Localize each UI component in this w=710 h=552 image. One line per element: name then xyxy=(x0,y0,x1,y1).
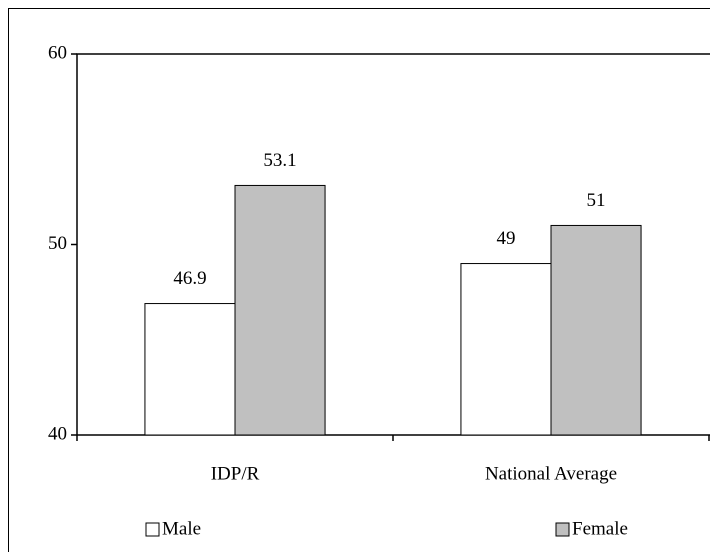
value-label: 49 xyxy=(496,228,515,249)
x-tick-label: National Average xyxy=(485,463,617,484)
bar xyxy=(234,184,326,436)
y-tick-label: 60 xyxy=(48,42,67,63)
bar xyxy=(144,303,236,436)
bar xyxy=(550,224,642,436)
value-label: 51 xyxy=(587,190,606,211)
legend-label: Male xyxy=(162,518,201,539)
y-tick-label: 50 xyxy=(48,233,67,254)
bar xyxy=(460,263,552,436)
legend-label: Female xyxy=(572,518,628,539)
value-label: 53.1 xyxy=(263,150,296,171)
value-label: 46.9 xyxy=(173,268,206,289)
y-tick-label: 40 xyxy=(48,423,67,444)
x-tick-label: IDP/R xyxy=(211,463,260,484)
legend-swatch xyxy=(555,522,570,537)
legend-swatch xyxy=(145,522,160,537)
chart-frame xyxy=(8,8,710,552)
